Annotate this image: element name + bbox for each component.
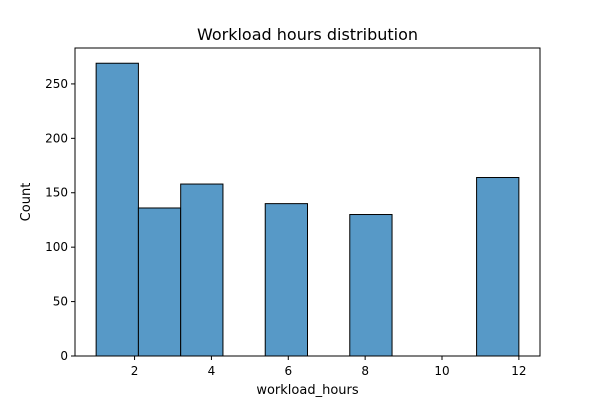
x-axis-label: workload_hours — [256, 383, 359, 398]
plot-frame — [74, 47, 541, 357]
x-tick-label: 2 — [131, 364, 139, 378]
x-tick-label: 6 — [284, 364, 292, 378]
x-tick-label: 8 — [361, 364, 369, 378]
y-axis-label: Count — [19, 183, 34, 222]
x-tick-label: 12 — [511, 364, 526, 378]
histogram-bar-1 — [137, 207, 182, 357]
histogram-bar-2 — [180, 183, 224, 357]
bars-group — [95, 62, 520, 357]
y-tick-label: 100 — [45, 240, 68, 254]
y-tick-label: 50 — [53, 295, 68, 309]
y-tick-label: 200 — [45, 131, 68, 145]
x-axis-ticks: 2 4 6 8 10 12 — [131, 356, 527, 378]
histogram-bar-4 — [264, 203, 308, 357]
y-axis-ticks: 0 50 100 150 200 250 — [45, 77, 75, 363]
y-tick-label: 250 — [45, 77, 68, 91]
x-tick-label: 10 — [434, 364, 449, 378]
histogram-bar-9 — [476, 177, 520, 357]
y-tick-label: 150 — [45, 186, 68, 200]
chart-title: Workload hours distribution — [197, 25, 418, 44]
x-tick-label: 4 — [208, 364, 216, 378]
y-tick-label: 0 — [60, 349, 68, 363]
histogram-bar-6 — [349, 214, 393, 357]
histogram-bar-0 — [95, 62, 139, 357]
